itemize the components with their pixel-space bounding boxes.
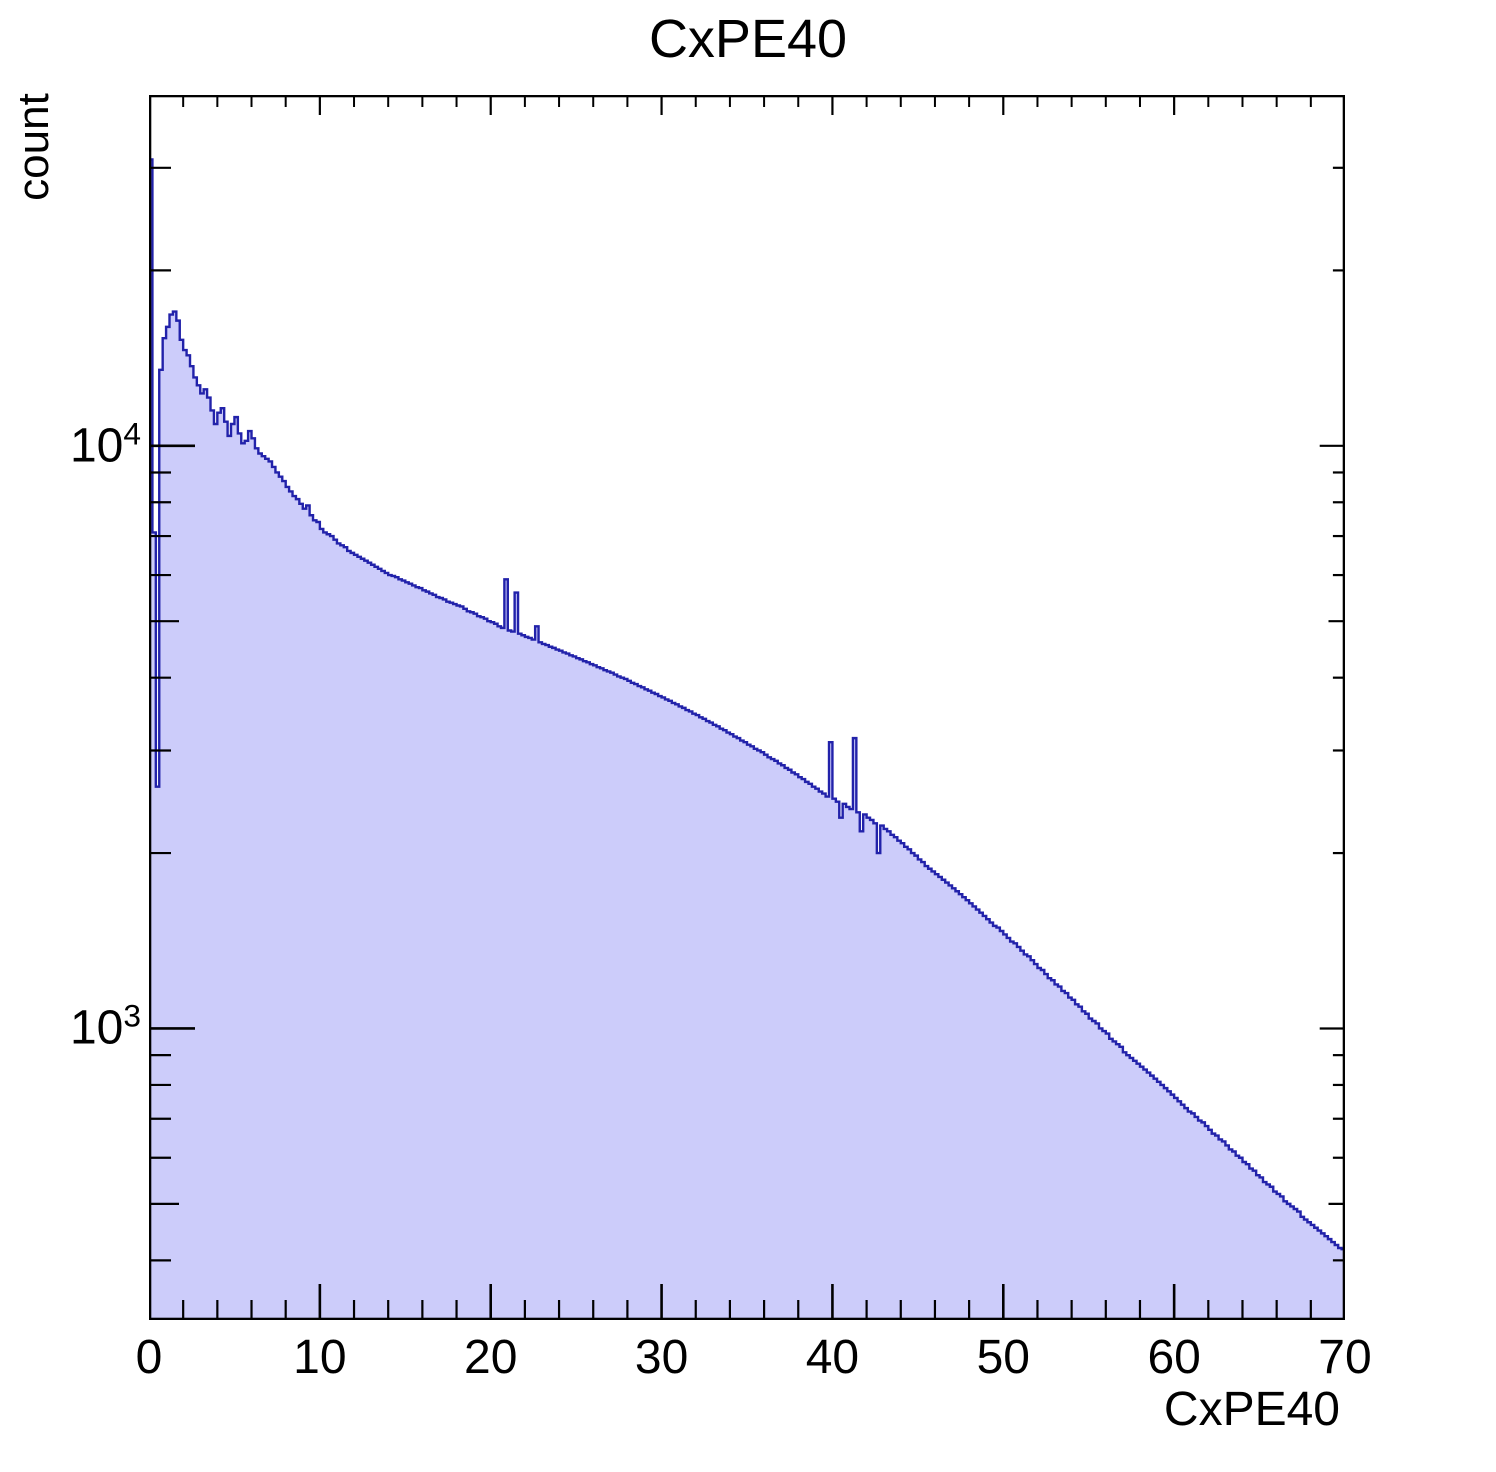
x-tick-label: 70 xyxy=(1318,1331,1372,1384)
y-tick-label: 104 xyxy=(69,415,141,473)
y-axis-title: count xyxy=(9,93,58,201)
x-tick-label: 30 xyxy=(634,1331,689,1384)
x-tick-label: 50 xyxy=(976,1331,1030,1384)
histogram-fill xyxy=(149,159,1345,1320)
y-tick-label: 103 xyxy=(69,997,141,1055)
plot-frame xyxy=(149,95,1345,1320)
histogram-outline xyxy=(149,158,1345,1251)
histogram-svg xyxy=(149,95,1345,1320)
x-tick-label: 0 xyxy=(135,1331,163,1384)
x-tick-label: 60 xyxy=(1147,1331,1201,1384)
x-tick-label: 40 xyxy=(805,1331,860,1384)
page-title: CxPE40 xyxy=(648,9,848,69)
y-axis-ticks xyxy=(149,95,1345,1262)
x-axis-title: CxPE40 xyxy=(1163,1383,1340,1436)
axis-frame-border xyxy=(149,95,1345,1320)
x-tick-label: 20 xyxy=(464,1331,518,1384)
histogram-series xyxy=(149,158,1345,1320)
x-tick-label: 10 xyxy=(293,1331,347,1384)
